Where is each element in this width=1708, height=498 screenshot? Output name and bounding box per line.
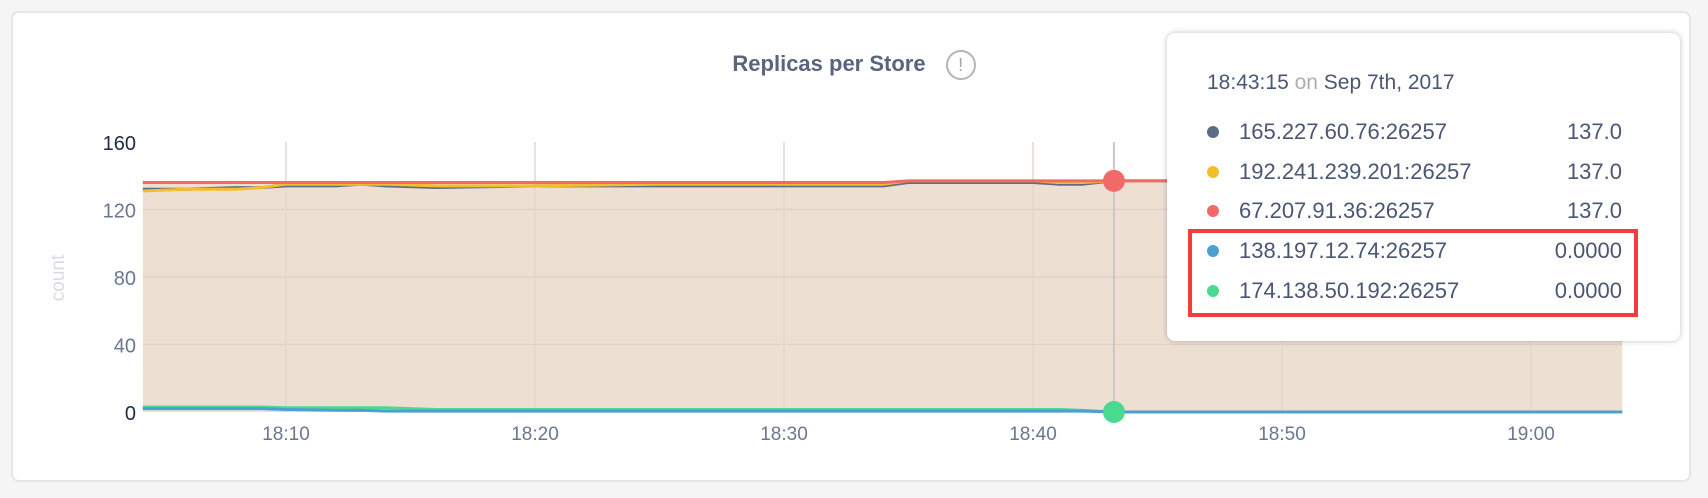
chart-title: Replicas per Store (732, 50, 926, 76)
chart-title-row: Replicas per Store! (0, 50, 1708, 80)
series-dot-icon (1207, 205, 1219, 217)
highlight-box (1188, 229, 1638, 317)
x-tick-label: 19:00 (1507, 424, 1555, 445)
hover-point (1102, 401, 1125, 423)
y-tick-label: 0 (125, 403, 136, 425)
tooltip-series-value: 0.0000 (1554, 278, 1622, 303)
y-tick-label: 120 (103, 201, 136, 223)
tooltip-series-name: 138.197.12.74:26257 (1239, 238, 1447, 263)
tooltip-series-name: 192.241.239.201:26257 (1239, 159, 1472, 184)
y-tick-label: 160 (103, 133, 136, 155)
tooltip-series-value: 137.0 (1566, 119, 1622, 144)
tooltip-row: 138.197.12.74:26257 0.0000 (1207, 236, 1622, 266)
tooltip-series-value: 0.0000 (1554, 238, 1622, 263)
tooltip-series-name: 165.227.60.76:26257 (1239, 119, 1447, 144)
tooltip-series-name: 174.138.50.192:26257 (1239, 278, 1460, 303)
tooltip-row: 67.207.91.36:26257 137.0 (1207, 196, 1622, 226)
tooltip-row: 165.227.60.76:26257 137.0 (1207, 117, 1622, 147)
tooltip: 18:43:15 on Sep 7th, 2017 165.227.60.76:… (1167, 33, 1680, 341)
hover-point (1102, 169, 1125, 192)
tooltip-row: 192.241.239.201:26257 137.0 (1207, 157, 1622, 187)
tooltip-series-value: 137.0 (1566, 198, 1622, 223)
tooltip-row: 174.138.50.192:26257 0.0000 (1207, 276, 1622, 306)
tooltip-series-name: 67.207.91.36:26257 (1239, 198, 1435, 223)
tooltip-day: Sep 7th, 2017 (1323, 71, 1455, 94)
info-circle-icon[interactable]: ! (945, 50, 976, 80)
tooltip-on: on (1294, 71, 1318, 94)
series-dot-icon (1207, 166, 1219, 178)
series-dot-icon (1207, 126, 1219, 138)
tooltip-date: 18:43:15 on Sep 7th, 2017 (1207, 71, 1455, 95)
x-tick-label: 18:10 (262, 424, 310, 445)
tooltip-series-value: 137.0 (1566, 159, 1622, 184)
y-tick-label: 80 (114, 268, 136, 290)
series-dot-icon (1207, 285, 1219, 297)
tooltip-time: 18:43:15 (1207, 71, 1289, 94)
x-tick-label: 18:40 (1009, 424, 1057, 445)
series-line (142, 407, 1623, 414)
y-axis-label: count (48, 254, 69, 301)
x-tick-label: 18:50 (1258, 424, 1306, 445)
x-tick-label: 18:20 (511, 424, 559, 445)
y-tick-label: 40 (114, 336, 136, 358)
series-dot-icon (1207, 245, 1219, 257)
x-tick-label: 18:30 (760, 424, 808, 445)
series-line (142, 179, 1623, 184)
